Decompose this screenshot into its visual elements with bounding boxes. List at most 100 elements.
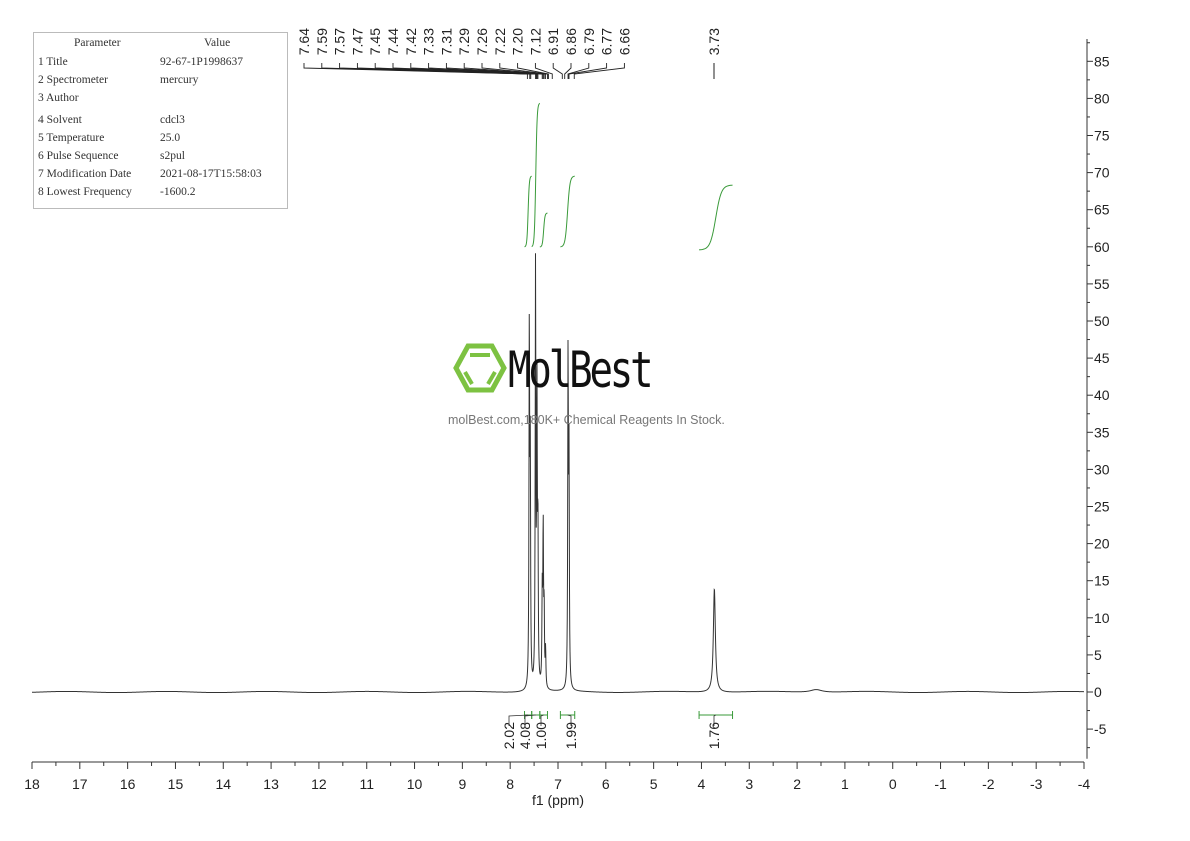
peak-shift-label: 7.57 bbox=[332, 28, 348, 55]
y-tick-label: -5 bbox=[1094, 721, 1107, 737]
parameter-name: 8 Lowest Frequency bbox=[38, 186, 132, 198]
peak-shift-label: 6.91 bbox=[545, 28, 561, 55]
x-tick-label: 15 bbox=[168, 776, 184, 792]
parameter-value: 25.0 bbox=[160, 132, 181, 144]
peak-shift-label: 7.47 bbox=[349, 28, 365, 55]
parameter-table: Parameter Value 1 Title 92-67-1P1998637 2 … bbox=[33, 32, 288, 209]
peak-shift-label: 7.44 bbox=[385, 28, 401, 55]
peak-leader-line bbox=[573, 63, 625, 79]
peak-shift-label: 6.86 bbox=[563, 28, 579, 55]
peak-shift-label: 7.42 bbox=[403, 28, 419, 55]
peak-leader-line bbox=[463, 63, 545, 79]
parameter-name: 3 Author bbox=[38, 92, 79, 104]
y-tick-label: 20 bbox=[1094, 536, 1110, 552]
y-tick-label: 15 bbox=[1094, 573, 1110, 589]
x-tick-label: -1 bbox=[934, 776, 947, 792]
peak-shift-label: 7.31 bbox=[438, 28, 454, 55]
integral-leader-line bbox=[540, 714, 544, 726]
integral-curve bbox=[531, 102, 541, 248]
y-tick-label: 60 bbox=[1094, 239, 1110, 255]
x-tick-label: 10 bbox=[407, 776, 423, 792]
peak-shift-label: 7.22 bbox=[492, 28, 508, 55]
y-tick-label: 0 bbox=[1094, 684, 1102, 700]
peak-leader-line bbox=[499, 63, 548, 79]
integral-curve bbox=[539, 212, 548, 248]
peak-shift-label: 6.79 bbox=[581, 28, 597, 55]
peak-shift-label: 6.77 bbox=[599, 28, 615, 55]
value-header: Value bbox=[204, 37, 231, 49]
y-tick-label: 35 bbox=[1094, 424, 1110, 440]
parameter-value: -1600.2 bbox=[160, 186, 196, 198]
integral-value-label: 1.76 bbox=[706, 722, 722, 749]
y-tick-label: 25 bbox=[1094, 499, 1110, 515]
peak-leader-line bbox=[534, 63, 553, 79]
x-tick-label: -2 bbox=[982, 776, 995, 792]
integral-leader-line bbox=[567, 714, 572, 726]
y-tick-label: 55 bbox=[1094, 276, 1110, 292]
y-tick-label: 50 bbox=[1094, 313, 1110, 329]
x-tick-label: 13 bbox=[263, 776, 279, 792]
y-tick-label: 80 bbox=[1094, 90, 1110, 106]
peak-leader-line bbox=[517, 63, 549, 79]
peak-shift-label: 7.12 bbox=[527, 28, 543, 55]
x-tick-label: 8 bbox=[506, 776, 514, 792]
spectrum-line bbox=[31, 253, 1085, 694]
y-tick-label: 85 bbox=[1094, 53, 1110, 69]
peak-leader-line bbox=[568, 63, 608, 79]
peak-leader-line bbox=[410, 63, 539, 79]
parameter-name: 7 Modification Date bbox=[38, 168, 132, 180]
integral-leader-line bbox=[524, 714, 536, 726]
integral-curve bbox=[699, 184, 733, 251]
peak-leader-line bbox=[481, 63, 547, 79]
x-tick-label: 16 bbox=[120, 776, 136, 792]
peak-leader-line bbox=[428, 63, 543, 79]
y-tick-label: 70 bbox=[1094, 165, 1110, 181]
peak-shift-label: 6.66 bbox=[616, 28, 632, 55]
integral-curve bbox=[560, 175, 575, 248]
molbest-logo-icon bbox=[452, 342, 508, 403]
parameter-value: 92-67-1P1998637 bbox=[160, 56, 244, 68]
x-tick-label: 14 bbox=[215, 776, 231, 792]
x-tick-label: 6 bbox=[602, 776, 610, 792]
x-tick-label: 12 bbox=[311, 776, 327, 792]
parameter-name: 5 Temperature bbox=[38, 132, 105, 144]
molbest-logo-text: MolBest bbox=[508, 341, 654, 399]
x-tick-label: 9 bbox=[458, 776, 466, 792]
x-tick-label: -4 bbox=[1078, 776, 1091, 792]
peak-shift-label: 7.45 bbox=[367, 28, 383, 55]
peak-shift-label: 7.20 bbox=[510, 28, 526, 55]
integral-value-label: 1.99 bbox=[563, 722, 579, 749]
parameter-value: cdcl3 bbox=[160, 114, 185, 126]
peak-shift-label: 7.33 bbox=[421, 28, 437, 55]
y-tick-label: 45 bbox=[1094, 350, 1110, 366]
x-tick-label: 17 bbox=[72, 776, 88, 792]
peak-shift-label: 7.64 bbox=[296, 28, 312, 55]
integral-value-label: 1.00 bbox=[533, 722, 549, 749]
x-tick-label: 0 bbox=[889, 776, 897, 792]
peak-leader-line bbox=[564, 63, 572, 79]
integral-leader-line bbox=[713, 714, 716, 726]
peak-shift-label: 7.29 bbox=[456, 28, 472, 55]
y-tick-label: 10 bbox=[1094, 610, 1110, 626]
y-tick-label: 30 bbox=[1094, 461, 1110, 477]
peak-shift-label: 3.73 bbox=[706, 28, 722, 55]
parameter-value: mercury bbox=[160, 74, 199, 86]
parameter-name: 1 Title bbox=[38, 56, 68, 68]
x-tick-label: 18 bbox=[24, 776, 40, 792]
parameter-name: 2 Spectrometer bbox=[38, 74, 108, 86]
x-tick-label: 11 bbox=[359, 776, 374, 792]
watermark-tagline: molBest.com,180K+ Chemical Reagents In S… bbox=[448, 413, 725, 427]
integral-curve bbox=[524, 175, 532, 248]
parameter-name: 6 Pulse Sequence bbox=[38, 150, 119, 162]
parameter-value: 2021-08-17T15:58:03 bbox=[160, 168, 262, 180]
integral-value-label: 2.02 bbox=[501, 722, 517, 749]
x-tick-label: 3 bbox=[745, 776, 753, 792]
parameter-value: s2pul bbox=[160, 150, 185, 162]
integral-leader-line bbox=[508, 714, 529, 726]
x-tick-label: 5 bbox=[650, 776, 658, 792]
integral-value-label: 4.08 bbox=[517, 722, 533, 749]
peak-leader-line bbox=[567, 63, 590, 79]
x-tick-label: 4 bbox=[698, 776, 706, 792]
parameter-header: Parameter bbox=[74, 37, 121, 49]
